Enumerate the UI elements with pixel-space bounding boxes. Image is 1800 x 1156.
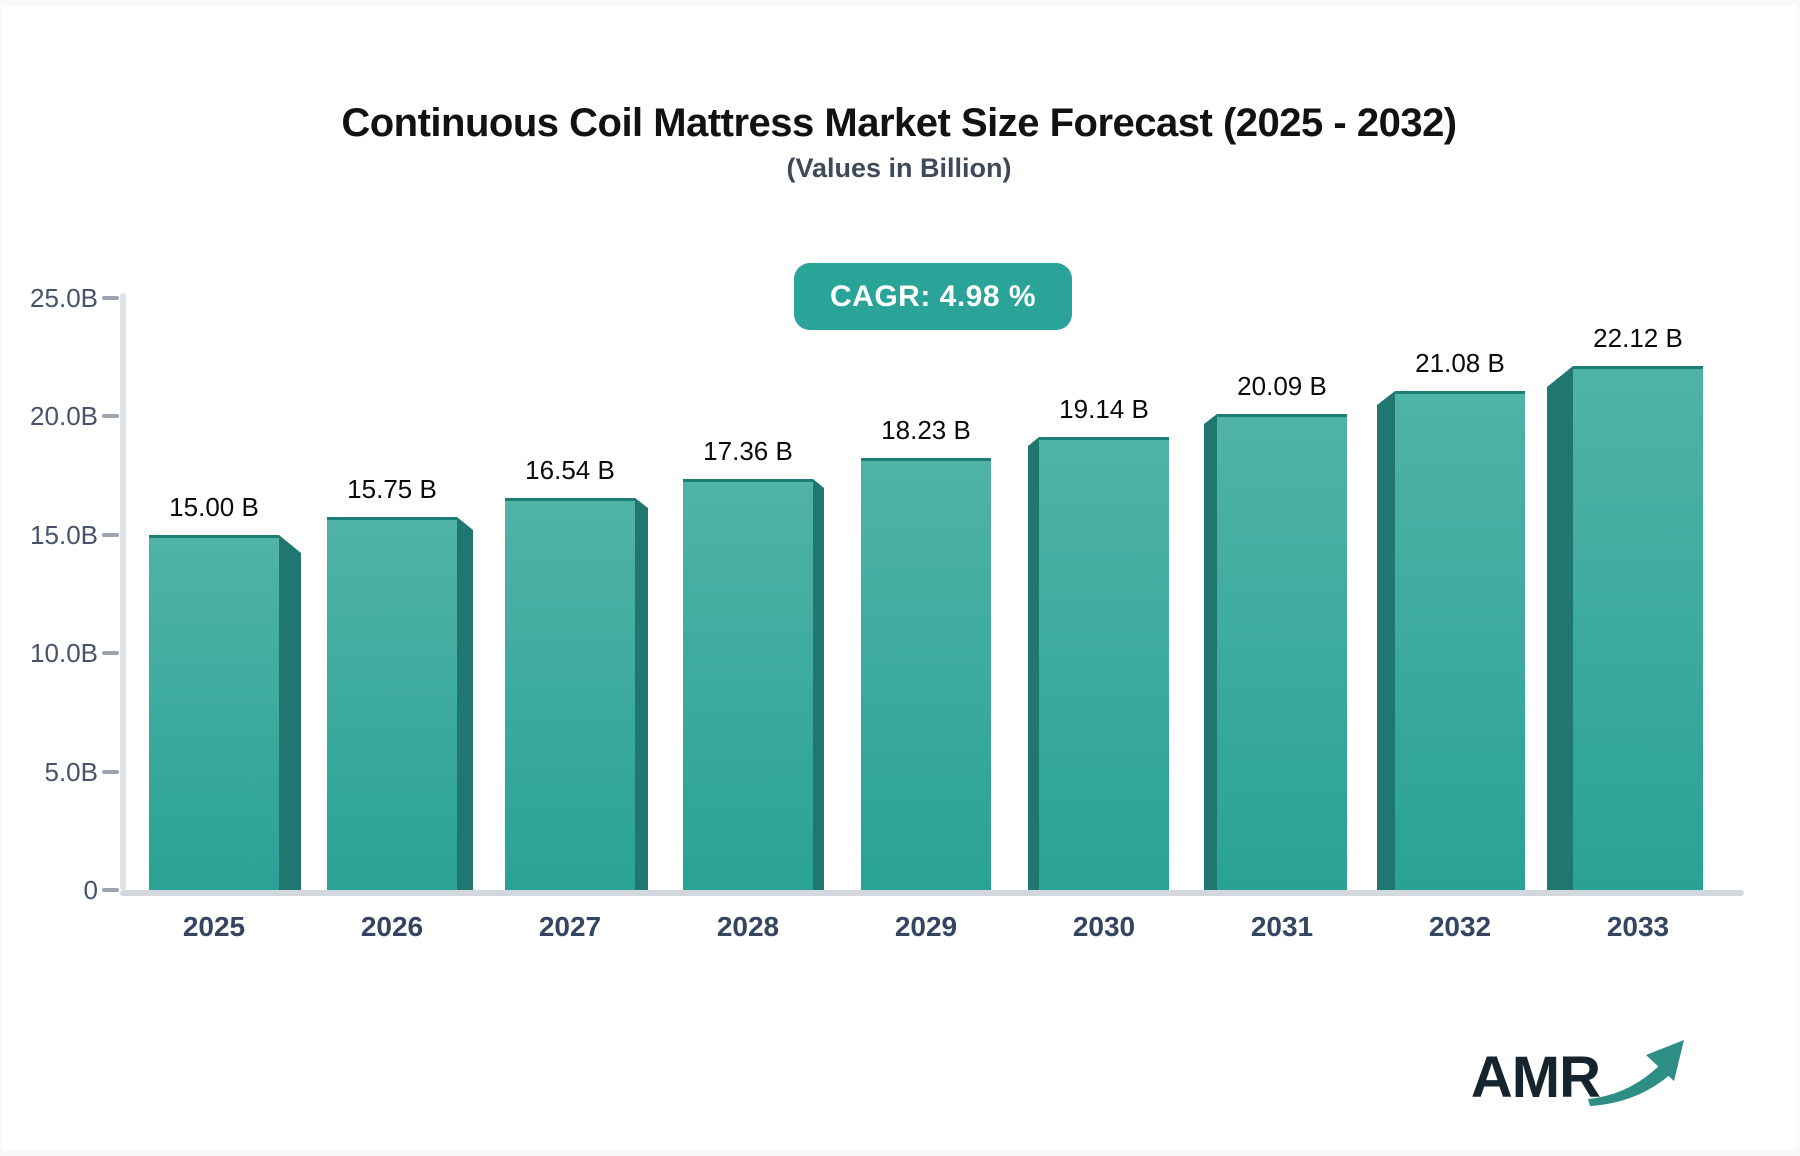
chart-subtitle: (Values in Billion) (786, 153, 1012, 183)
y-axis-label: 5.0B (44, 756, 99, 787)
bar-2027 (505, 498, 635, 890)
bar-value-label-2030: 19.14 B (1059, 394, 1149, 424)
x-axis-label-2027: 2027 (538, 911, 602, 942)
x-axis-label-2025: 2025 (182, 911, 246, 942)
x-axis-label-2026: 2026 (360, 911, 424, 942)
cagr-badge: CAGR: 4.98 % (794, 263, 1073, 330)
bar-value-label-2031: 20.09 B (1237, 371, 1327, 401)
y-axis-tick (102, 769, 119, 774)
bar-2030 (1039, 437, 1169, 890)
bar-value-label-2029: 18.23 B (881, 415, 971, 445)
amr-logo: AMR (1471, 1037, 1698, 1117)
bar-2032 (1395, 391, 1525, 890)
y-axis-label: 0 (83, 875, 98, 905)
bar-2033 (1573, 366, 1703, 890)
bar-value-label-2027: 16.54 B (525, 455, 615, 485)
y-axis-label: 25.0B (30, 283, 98, 313)
x-axis-label-2033: 2033 (1606, 911, 1670, 942)
y-axis-label: 15.0B (30, 519, 98, 550)
bar-side-2031 (1204, 414, 1217, 890)
y-axis-tick (102, 888, 119, 892)
bar-side-2033 (1547, 366, 1573, 890)
y-axis-label: 10.0B (30, 638, 98, 669)
bar-value-label-2028: 17.36 B (703, 436, 793, 466)
x-axis-label-2030: 2030 (1072, 911, 1136, 942)
y-axis-tick (102, 296, 119, 300)
chart-page: Continuous Coil Mattress Market Size For… (2, 5, 1796, 1150)
y-axis-tick (102, 532, 119, 537)
chart-title: Continuous Coil Mattress Market Size For… (341, 101, 1457, 145)
bar-side-2028 (813, 479, 824, 890)
bar-2025 (149, 535, 279, 890)
bar-2031 (1217, 414, 1347, 890)
y-axis-line (120, 293, 126, 890)
bar-2028 (683, 479, 813, 890)
bar-side-2032 (1377, 391, 1395, 890)
bar-value-label-2025: 15.00 B (169, 492, 259, 522)
x-axis-label-2031: 2031 (1250, 911, 1314, 942)
x-axis-label-2032: 2032 (1428, 911, 1492, 942)
bar-side-2030 (1028, 437, 1039, 890)
logo-arrow-icon (1588, 1040, 1684, 1106)
y-axis-tick (102, 651, 119, 656)
bar-side-2026 (457, 517, 473, 890)
x-axis-label-2029: 2029 (894, 911, 958, 942)
bar-value-label-2032: 21.08 B (1415, 348, 1505, 378)
y-axis-tick (102, 414, 119, 419)
bar-value-label-2026: 15.75 B (347, 474, 437, 504)
bar-value-label-2033: 22.12 B (1593, 323, 1683, 353)
amr-logo-text: AMR (1470, 1044, 1601, 1110)
bar-2029 (861, 458, 991, 890)
x-axis-baseline (120, 890, 1744, 896)
bar-2026 (327, 517, 457, 890)
y-axis-label: 20.0B (30, 401, 98, 432)
bar-side-2027 (635, 498, 648, 890)
bar-chart-plot: 0 5.0B 10.0B 15.0B 20.0B 25.0B 15.00 B 2025 15.7… (2, 5, 1796, 1150)
x-axis-label-2028: 2028 (716, 911, 780, 942)
bar-side-2025 (279, 535, 301, 890)
